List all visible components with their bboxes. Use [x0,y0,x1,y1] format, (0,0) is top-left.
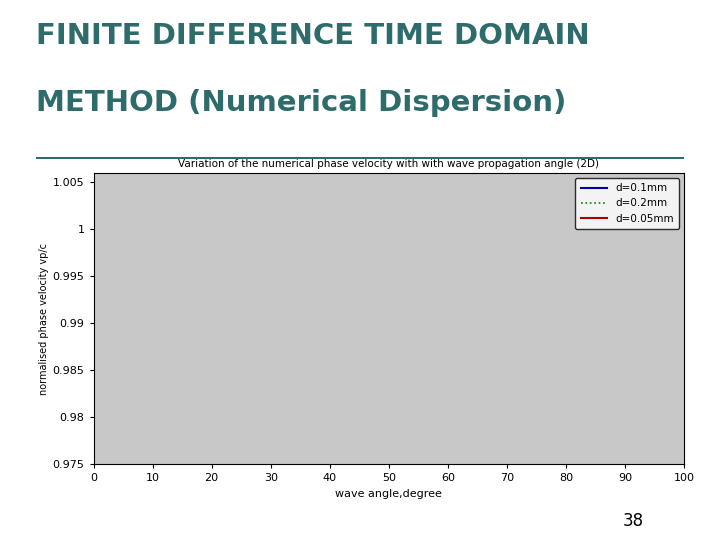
Text: 38: 38 [623,512,644,530]
X-axis label: wave angle,degree: wave angle,degree [336,489,442,499]
Legend: d=0.1mm, d=0.2mm, d=0.05mm: d=0.1mm, d=0.2mm, d=0.05mm [575,178,679,229]
Text: FINITE DIFFERENCE TIME DOMAIN: FINITE DIFFERENCE TIME DOMAIN [36,22,590,50]
Text: METHOD (Numerical Dispersion): METHOD (Numerical Dispersion) [36,89,567,117]
Y-axis label: normalised phase velocity vp/c: normalised phase velocity vp/c [39,242,48,395]
Title: Variation of the numerical phase velocity with with wave propagation angle (2D): Variation of the numerical phase velocit… [179,159,599,169]
